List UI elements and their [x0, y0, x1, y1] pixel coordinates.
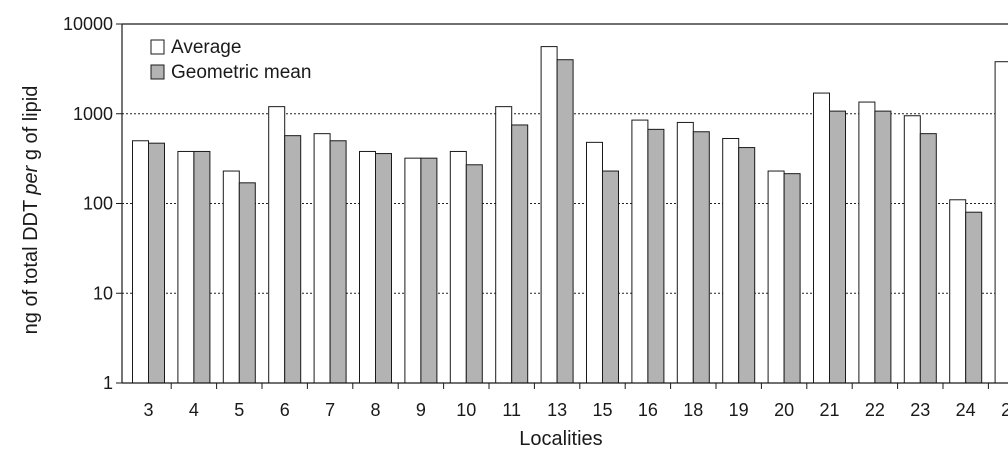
bar-average — [677, 122, 693, 383]
bar-average — [995, 62, 1008, 383]
bar-geometric-mean — [603, 171, 619, 383]
x-tick-label: 15 — [592, 400, 612, 420]
y-tick-label: 100 — [83, 194, 113, 214]
bar-geometric-mean — [330, 141, 346, 383]
x-tick-label: 16 — [638, 400, 658, 420]
x-tick-label: 19 — [729, 400, 749, 420]
bar-average — [314, 134, 330, 383]
bar-average — [768, 171, 784, 383]
bar-average — [223, 171, 239, 383]
x-tick-label: 20 — [774, 400, 794, 420]
bars — [133, 47, 1008, 383]
y-tick-label: 1 — [103, 373, 113, 393]
bar-average — [541, 47, 557, 383]
y-axis-title: ng of total DDT per g of lipid — [20, 86, 42, 335]
bar-geometric-mean — [239, 183, 255, 383]
x-tick-label: 23 — [910, 400, 930, 420]
bar-average — [269, 107, 285, 383]
legend: Average Geometric mean — [151, 37, 311, 83]
legend-label: Geometric mean — [171, 62, 311, 83]
bar-average — [587, 142, 603, 383]
bar-average — [360, 151, 376, 383]
bar-average — [178, 151, 194, 383]
y-tick-label: 10000 — [63, 14, 113, 34]
bar-average — [632, 120, 648, 383]
bar-average — [904, 116, 920, 383]
bar-geometric-mean — [285, 136, 301, 383]
y-axis-title-italic: per — [20, 164, 42, 195]
bar-geometric-mean — [875, 111, 891, 383]
y-axis-title-tail: g of lipid — [20, 86, 42, 166]
x-tick-label: 13 — [547, 400, 567, 420]
x-axis-title: Localities — [519, 428, 602, 450]
x-tick-label: 7 — [325, 400, 335, 420]
x-tick-label: 22 — [865, 400, 885, 420]
bar-average — [496, 107, 512, 383]
y-tick-label: 10 — [93, 283, 113, 303]
x-tick-label: 6 — [280, 400, 290, 420]
x-tick-label: 4 — [189, 400, 199, 420]
x-tick-label: 5 — [234, 400, 244, 420]
bar-geometric-mean — [149, 143, 165, 383]
bar-geometric-mean — [194, 151, 210, 383]
y-tick-label: 1000 — [73, 104, 113, 124]
legend-swatch — [151, 65, 164, 79]
bar-geometric-mean — [920, 134, 936, 383]
x-tick-label: 18 — [683, 400, 703, 420]
bar-geometric-mean — [557, 60, 573, 383]
bar-geometric-mean — [376, 154, 392, 383]
bar-average — [814, 93, 830, 383]
x-tick-label: 25 — [1001, 400, 1008, 420]
y-axis-title-main: ng of total DDT — [20, 195, 42, 335]
bar-geometric-mean — [466, 165, 482, 383]
bar-geometric-mean — [421, 158, 437, 383]
bar-average — [405, 158, 421, 383]
bar-geometric-mean — [648, 129, 664, 383]
bar-geometric-mean — [966, 212, 982, 383]
bar-average — [950, 200, 966, 383]
x-tick-label: 10 — [456, 400, 476, 420]
bar-geometric-mean — [512, 125, 528, 383]
bar-average — [723, 138, 739, 383]
x-tick-label: 21 — [819, 400, 839, 420]
bar-geometric-mean — [830, 111, 846, 383]
x-tick-label: 3 — [143, 400, 153, 420]
bar-average — [133, 141, 149, 383]
bar-geometric-mean — [784, 174, 800, 383]
bar-geometric-mean — [739, 148, 755, 383]
x-tick-label: 24 — [956, 400, 976, 420]
x-tick-label: 8 — [370, 400, 380, 420]
bar-geometric-mean — [693, 132, 709, 383]
bar-average — [859, 102, 875, 383]
x-tick-label: 11 — [502, 400, 521, 420]
legend-swatch — [151, 40, 164, 54]
legend-label: Average — [171, 37, 241, 58]
bar-average — [450, 151, 466, 383]
x-tick-label: 9 — [416, 400, 426, 420]
